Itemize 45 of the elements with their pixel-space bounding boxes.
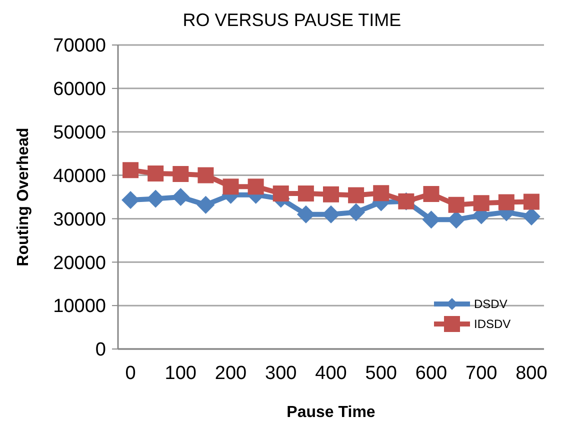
x-axis-title: Pause Time	[286, 404, 376, 421]
point	[198, 167, 214, 184]
y-tick-label: 30000	[53, 209, 106, 230]
point	[522, 208, 540, 226]
point	[122, 162, 139, 178]
x-tick-label: 500	[365, 363, 397, 384]
point	[296, 205, 315, 224]
x-tick-label: 0	[125, 363, 136, 384]
point	[448, 196, 464, 213]
point	[348, 187, 364, 204]
point	[322, 205, 340, 224]
point	[222, 178, 239, 195]
point	[172, 188, 190, 206]
point	[523, 194, 540, 210]
point	[146, 190, 165, 208]
point	[347, 203, 366, 222]
legend-label: DSDV	[474, 297, 508, 312]
point	[272, 186, 289, 202]
point	[373, 185, 390, 202]
x-tick-label: 100	[164, 363, 196, 384]
point	[298, 186, 314, 202]
point	[423, 186, 440, 202]
y-tick-label: 20000	[53, 252, 106, 274]
y-tick-label: 10000	[53, 296, 106, 318]
point	[148, 166, 164, 182]
y-tick-label: 70000	[53, 36, 106, 57]
y-tick-label: 60000	[53, 79, 106, 100]
point	[323, 186, 339, 202]
point	[248, 178, 264, 195]
x-tick-label: 300	[265, 363, 297, 384]
y-tick-label: 40000	[53, 166, 106, 187]
x-tick-label: 200	[214, 363, 247, 384]
legend-label: IDSDV	[474, 317, 511, 332]
y-axis-title: Routing Overhead	[15, 128, 32, 266]
x-tick-label: 700	[466, 363, 498, 384]
point	[498, 194, 514, 210]
y-tick-label: 50000	[53, 122, 106, 144]
point	[196, 196, 215, 214]
x-tick-label: 800	[516, 363, 548, 384]
x-tick-label: 600	[415, 363, 448, 384]
x-tick-label: 400	[315, 363, 347, 384]
y-tick-label: 0	[95, 340, 106, 361]
point	[172, 166, 189, 182]
chart-title: RO VERSUS PAUSE TIME	[182, 10, 402, 30]
point	[473, 195, 490, 212]
